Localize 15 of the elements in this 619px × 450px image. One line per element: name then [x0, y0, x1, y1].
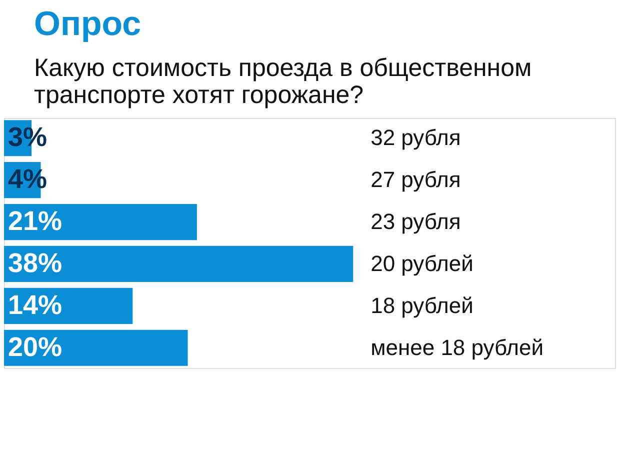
bar	[4, 204, 197, 240]
y-tick-label: менее 18 рублей	[370, 334, 544, 360]
bar	[4, 330, 188, 366]
data-label: 20%	[8, 332, 62, 362]
y-tick-label: 32 рубля	[370, 125, 461, 150]
data-label: 14%	[8, 290, 62, 320]
y-tick-label: 27 рубля	[370, 167, 461, 192]
data-label: 21%	[8, 206, 62, 236]
y-tick-label: 18 рублей	[370, 292, 474, 318]
chart-subtitle: Какую стоимость проезда в общественном транспорте хотят горожане?	[34, 54, 532, 109]
data-label: 38%	[8, 248, 62, 278]
bar	[4, 246, 354, 282]
y-tick-label: 23 рубля	[370, 209, 461, 234]
chart-title: Опрос	[34, 5, 141, 43]
y-tick-label: 20 рублей	[370, 250, 474, 276]
